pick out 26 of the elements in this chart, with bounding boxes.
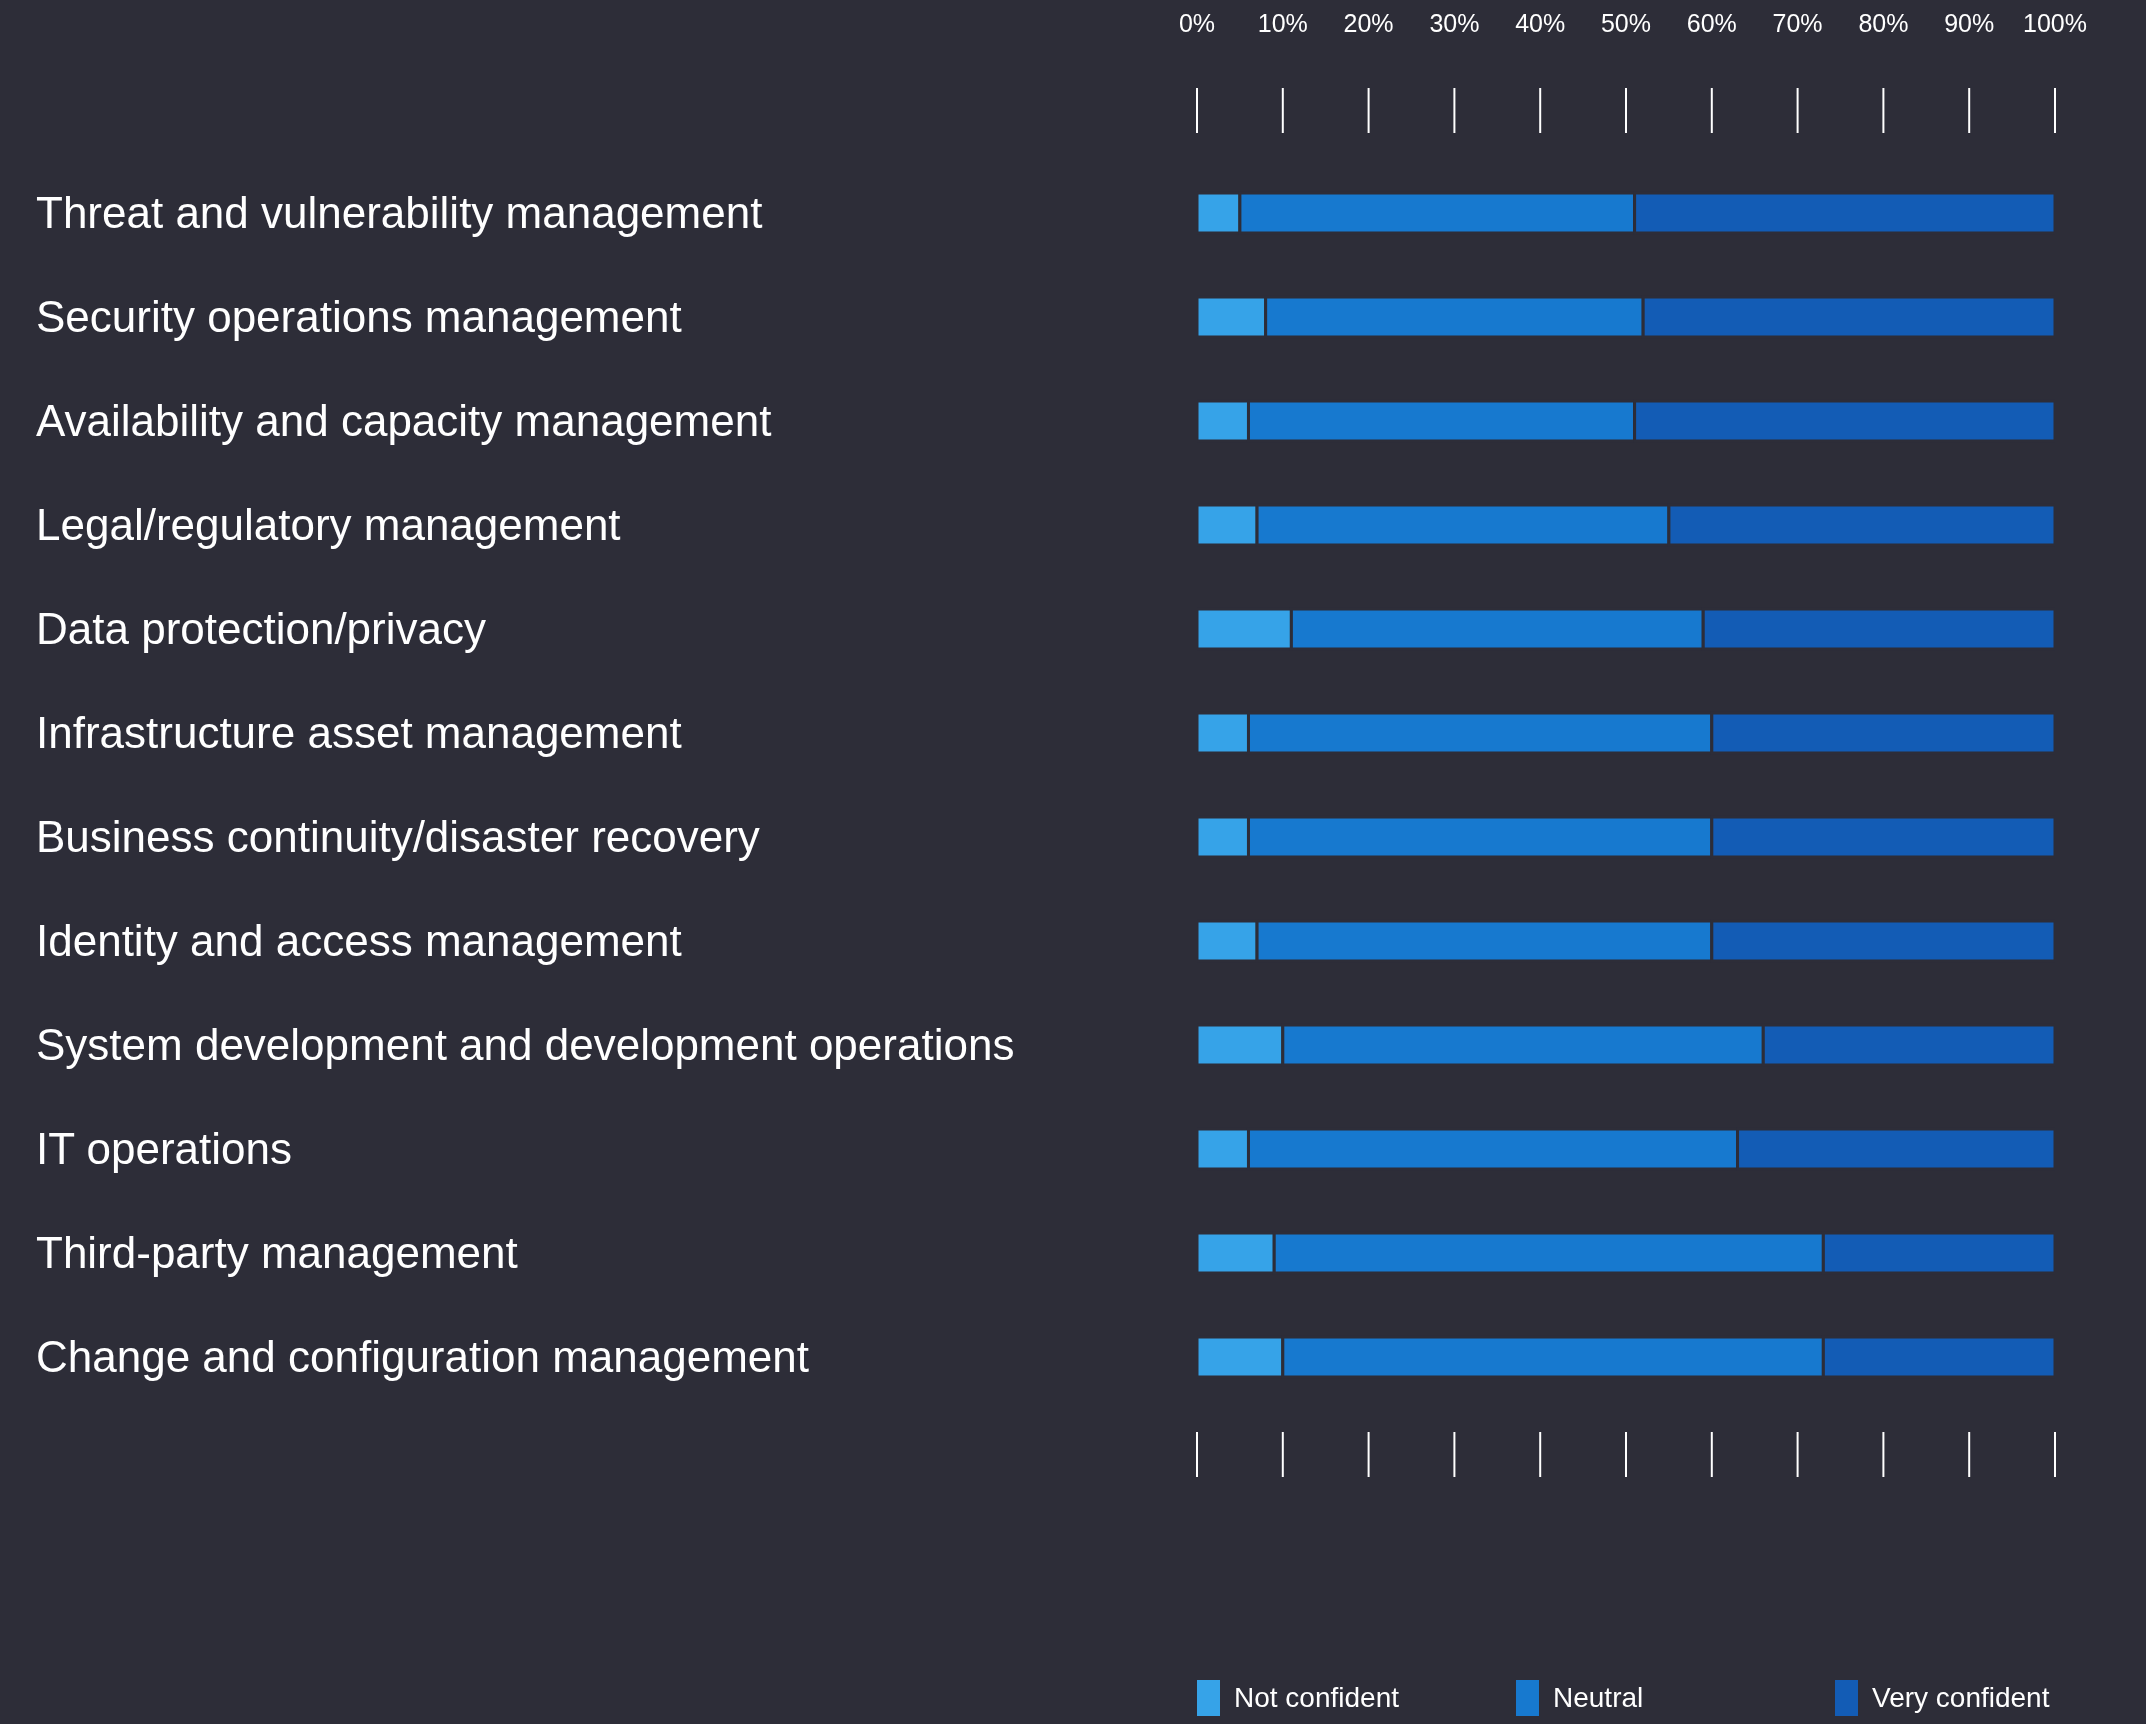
y-tick-label: Legal/regulatory management [36,500,621,549]
legend-label: Not confident [1234,1682,1399,1714]
y-tick-label: IT operations [36,1124,293,1173]
y-tick-label: Data protection/privacy [36,604,486,653]
y-tick-label: Identity and access management [36,916,682,965]
legend-label: Very confident [1872,1682,2050,1714]
y-tick-label: Security operations management [36,292,682,341]
x-tick-label: 30% [1429,9,1480,37]
x-tick-label: 100% [2023,9,2087,37]
x-tick-label: 10% [1257,9,1308,37]
x-tick-label: 0% [1178,9,1216,37]
x-tick-label: 90% [1944,9,1995,37]
legend-label: Neutral [1553,1682,1644,1714]
x-tick-label: 60% [1686,9,1737,37]
y-tick-label: System development and development operations [36,1020,1015,1069]
y-tick-label: Change and configuration management [36,1332,809,1381]
y-tick-label: Availability and capacity management [36,396,772,445]
x-tick-label: 20% [1343,9,1394,37]
y-tick-label: Business continuity/disaster recovery [36,812,760,861]
y-tick-label: Infrastructure asset management [36,708,682,757]
x-tick-label: 80% [1858,9,1909,37]
x-tick-label: 40% [1515,9,1566,37]
y-tick-label: Threat and vulnerability management [36,188,763,237]
x-tick-label: 70% [1772,9,1823,37]
y-tick-label: Third-party management [36,1228,518,1277]
x-tick-label: 50% [1600,9,1652,37]
